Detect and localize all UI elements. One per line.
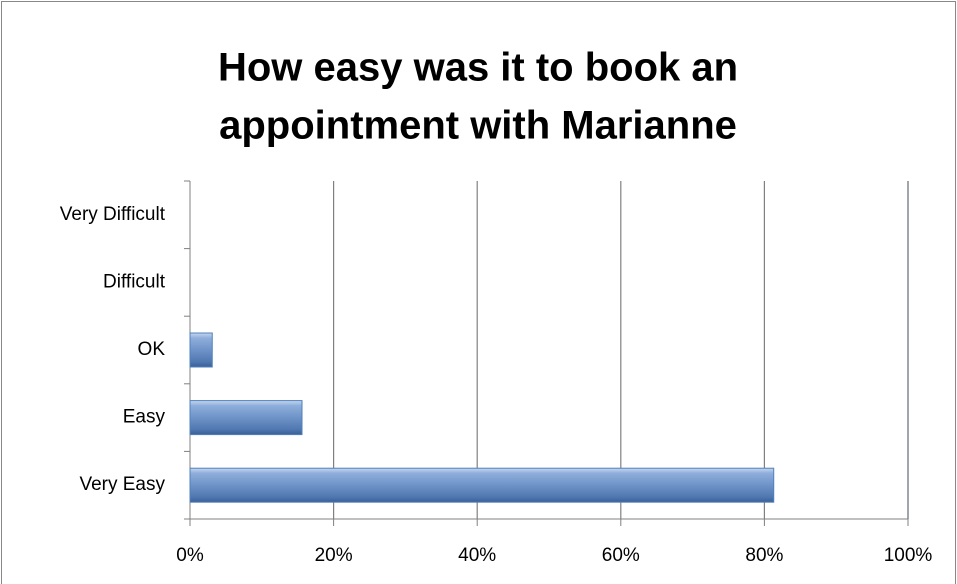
chart-title: appointment with Marianne [219, 104, 737, 148]
bar [189, 467, 775, 503]
y-tick-label: OK [138, 339, 166, 360]
chart-title: How easy was it to book an [218, 46, 738, 90]
y-tick-label: Easy [123, 407, 166, 428]
x-tick-label: 0% [176, 545, 204, 566]
y-tick-label: Difficult [103, 271, 166, 292]
x-tick-label: 20% [315, 545, 353, 566]
x-tick-label: 60% [602, 545, 640, 566]
y-tick-label: Very Difficult [60, 204, 166, 225]
bar [189, 332, 213, 368]
x-tick-label: 100% [884, 545, 933, 566]
x-tick-label: 40% [458, 545, 496, 566]
x-tick-label: 80% [745, 545, 783, 566]
y-tick-label: Very Easy [79, 474, 165, 495]
bar [189, 400, 303, 436]
